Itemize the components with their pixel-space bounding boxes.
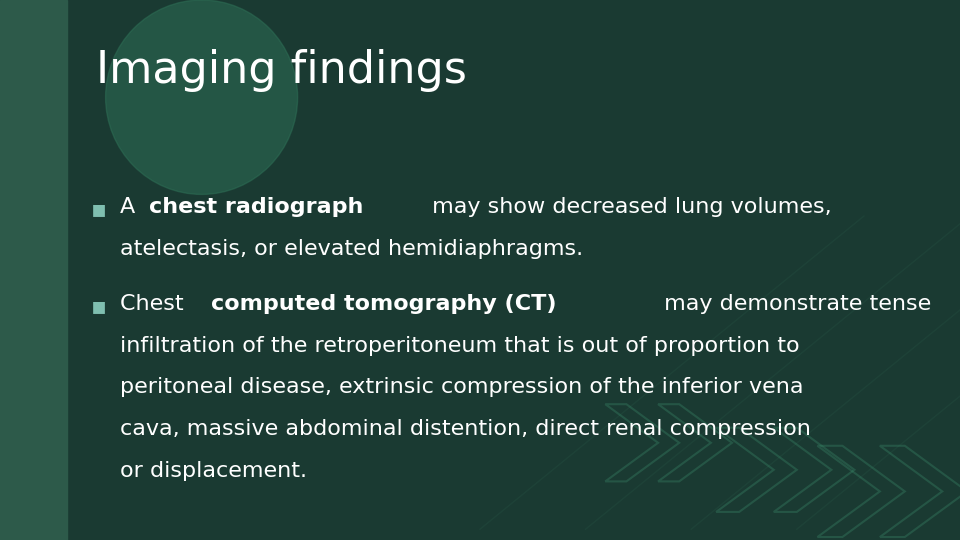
Text: may demonstrate tense: may demonstrate tense (657, 294, 931, 314)
Ellipse shape (106, 0, 298, 194)
Text: or displacement.: or displacement. (120, 461, 307, 481)
Text: Imaging findings: Imaging findings (96, 49, 467, 92)
Text: ▪: ▪ (91, 197, 108, 221)
Text: chest radiograph: chest radiograph (149, 197, 363, 217)
Text: peritoneal disease, extrinsic compression of the inferior vena: peritoneal disease, extrinsic compressio… (120, 377, 804, 397)
Text: infiltration of the retroperitoneum that is out of proportion to: infiltration of the retroperitoneum that… (120, 336, 800, 356)
Text: cava, massive abdominal distention, direct renal compression: cava, massive abdominal distention, dire… (120, 419, 811, 439)
Text: computed tomography (CT): computed tomography (CT) (211, 294, 557, 314)
Bar (0, 0, 67, 540)
Text: Chest: Chest (120, 294, 191, 314)
Text: A: A (120, 197, 142, 217)
Text: atelectasis, or elevated hemidiaphragms.: atelectasis, or elevated hemidiaphragms. (120, 239, 583, 259)
Text: ▪: ▪ (91, 294, 108, 318)
Text: may show decreased lung volumes,: may show decreased lung volumes, (425, 197, 832, 217)
